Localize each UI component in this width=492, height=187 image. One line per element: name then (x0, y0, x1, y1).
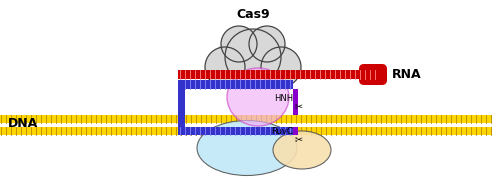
Circle shape (221, 26, 257, 62)
Text: Cas9: Cas9 (236, 8, 270, 21)
Bar (293, 127, 298, 135)
Bar (178, 127, 293, 135)
Circle shape (261, 47, 301, 87)
Bar (293, 89, 298, 115)
Text: RNA: RNA (392, 68, 422, 81)
Ellipse shape (227, 68, 289, 126)
Circle shape (225, 29, 281, 85)
Text: ✂: ✂ (295, 101, 303, 111)
Bar (178, 80, 293, 89)
Ellipse shape (211, 36, 296, 88)
Bar (178, 70, 378, 79)
Bar (0, 127, 492, 135)
Ellipse shape (273, 131, 331, 169)
Bar (178, 80, 185, 127)
Bar (0, 115, 492, 123)
Text: DNA: DNA (8, 117, 38, 130)
Text: RuvC: RuvC (271, 127, 293, 136)
Text: HNH: HNH (274, 94, 293, 103)
Text: ✂: ✂ (295, 134, 303, 144)
Circle shape (205, 47, 245, 87)
Ellipse shape (197, 120, 297, 176)
FancyBboxPatch shape (359, 64, 387, 85)
Circle shape (249, 26, 285, 62)
